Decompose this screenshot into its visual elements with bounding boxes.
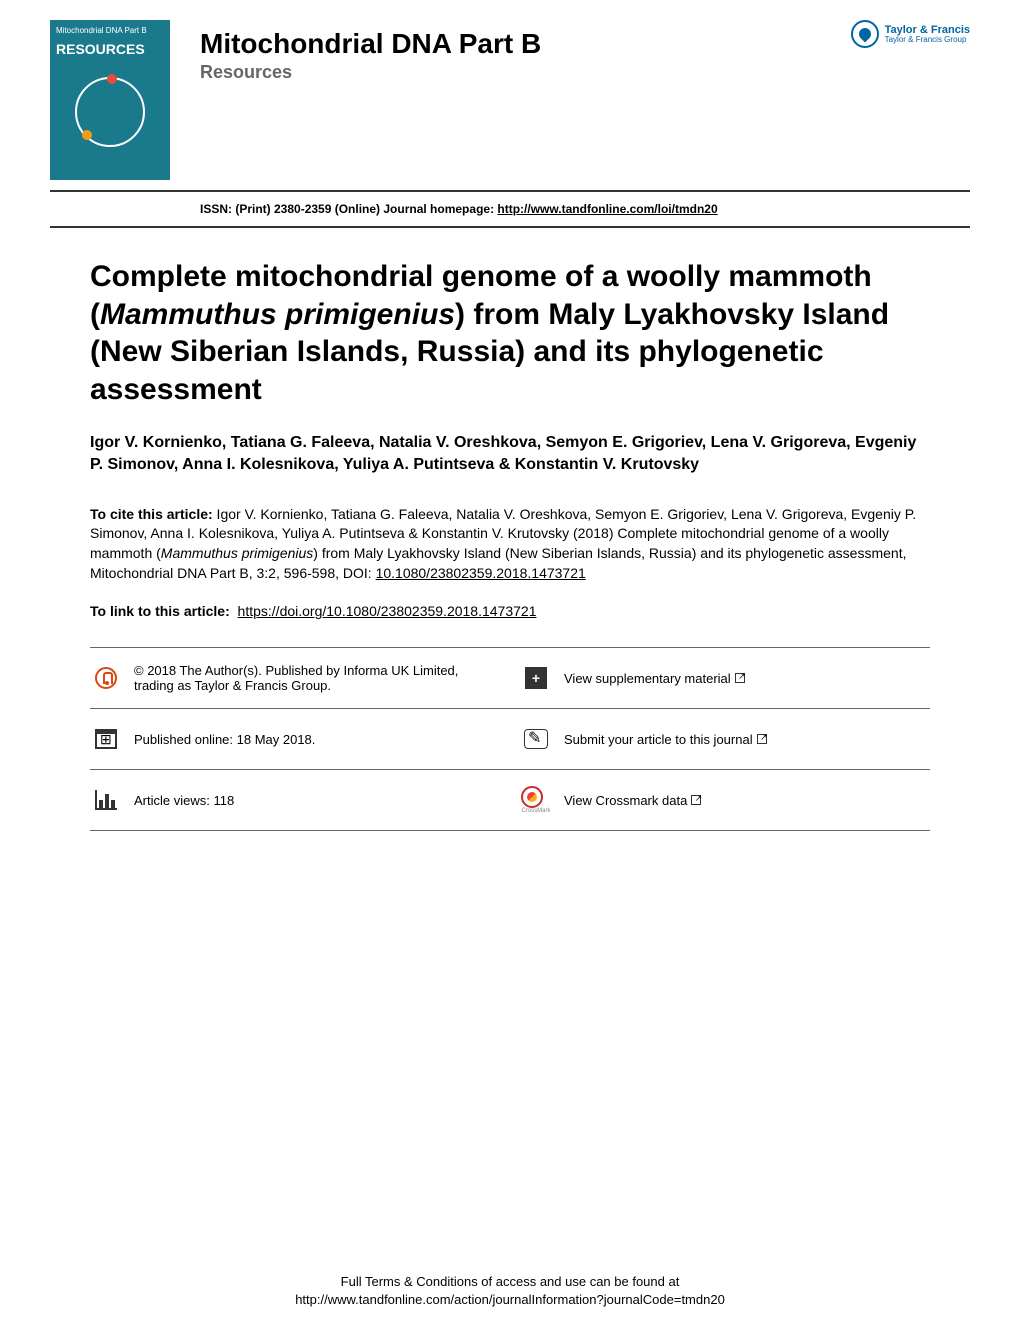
publisher-name: Taylor & Francis xyxy=(885,24,970,36)
submit-text: Submit your article to this journal xyxy=(564,732,753,747)
supplementary-cell[interactable]: + View supplementary material xyxy=(510,648,930,708)
citation-label: To cite this article: xyxy=(90,506,213,522)
header-section: Mitochondrial DNA Part B RESOURCES Mitoc… xyxy=(0,0,1020,190)
chart-icon xyxy=(90,784,122,816)
article-content: Complete mitochondrial genome of a wooll… xyxy=(0,228,1020,861)
doi-link[interactable]: 10.1080/23802359.2018.1473721 xyxy=(376,565,586,581)
citation-block: To cite this article: Igor V. Kornienko,… xyxy=(90,505,930,583)
info-grid: © 2018 The Author(s). Published by Infor… xyxy=(90,647,930,831)
authors-list: Igor V. Kornienko, Tatiana G. Faleeva, N… xyxy=(90,432,930,477)
article-doi-link[interactable]: https://doi.org/10.1080/23802359.2018.14… xyxy=(238,603,537,619)
footer-line2[interactable]: http://www.tandfonline.com/action/journa… xyxy=(0,1291,1020,1309)
pencil-icon xyxy=(520,723,552,755)
crossmark-icon: CrossMark xyxy=(520,784,552,816)
supplementary-text: View supplementary material xyxy=(564,671,731,686)
published-text: Published online: 18 May 2018. xyxy=(134,732,315,747)
download-icon: + xyxy=(520,662,552,694)
copyright-text: © 2018 The Author(s). Published by Infor… xyxy=(134,663,500,693)
external-link-icon xyxy=(757,734,767,744)
journal-subtitle: Resources xyxy=(200,62,970,83)
article-title: Complete mitochondrial genome of a wooll… xyxy=(90,258,930,408)
external-link-icon xyxy=(735,673,745,683)
journal-homepage-link[interactable]: http://www.tandfonline.com/loi/tmdn20 xyxy=(497,202,717,216)
publisher-text: Taylor & Francis Taylor & Francis Group xyxy=(885,24,970,45)
external-link-icon xyxy=(691,795,701,805)
link-to-label: To link to this article: xyxy=(90,603,230,619)
crossmark-tiny-label: CrossMark xyxy=(521,808,550,814)
info-row-3: Article views: 118 CrossMark View Crossm… xyxy=(90,770,930,831)
publisher-logo[interactable]: Taylor & Francis Taylor & Francis Group xyxy=(851,20,970,48)
cover-title: RESOURCES xyxy=(50,41,170,57)
cover-small-text: Mitochondrial DNA Part B xyxy=(50,20,170,41)
info-row-1: © 2018 The Author(s). Published by Infor… xyxy=(90,648,930,709)
taylor-francis-icon xyxy=(851,20,879,48)
calendar-icon xyxy=(90,723,122,755)
crossmark-cell[interactable]: CrossMark View Crossmark data xyxy=(510,770,930,830)
cover-diagram-icon xyxy=(75,77,145,147)
footer: Full Terms & Conditions of access and us… xyxy=(0,1273,1020,1309)
footer-line1: Full Terms & Conditions of access and us… xyxy=(0,1273,1020,1291)
views-text: Article views: 118 xyxy=(134,793,234,808)
info-row-2: Published online: 18 May 2018. Submit yo… xyxy=(90,709,930,770)
views-cell: Article views: 118 xyxy=(90,770,510,830)
submit-cell[interactable]: Submit your article to this journal xyxy=(510,709,930,769)
page-container: Mitochondrial DNA Part B RESOURCES Mitoc… xyxy=(0,0,1020,1339)
publisher-tagline: Taylor & Francis Group xyxy=(885,36,970,45)
link-to-line: To link to this article: https://doi.org… xyxy=(90,603,930,619)
copyright-cell: © 2018 The Author(s). Published by Infor… xyxy=(90,648,510,708)
crossmark-text: View Crossmark data xyxy=(564,793,687,808)
published-cell: Published online: 18 May 2018. xyxy=(90,709,510,769)
open-access-icon xyxy=(90,662,122,694)
issn-line: ISSN: (Print) 2380-2359 (Online) Journal… xyxy=(50,190,970,226)
journal-cover-thumbnail: Mitochondrial DNA Part B RESOURCES xyxy=(50,20,170,180)
issn-prefix: ISSN: (Print) 2380-2359 (Online) Journal… xyxy=(200,202,497,216)
